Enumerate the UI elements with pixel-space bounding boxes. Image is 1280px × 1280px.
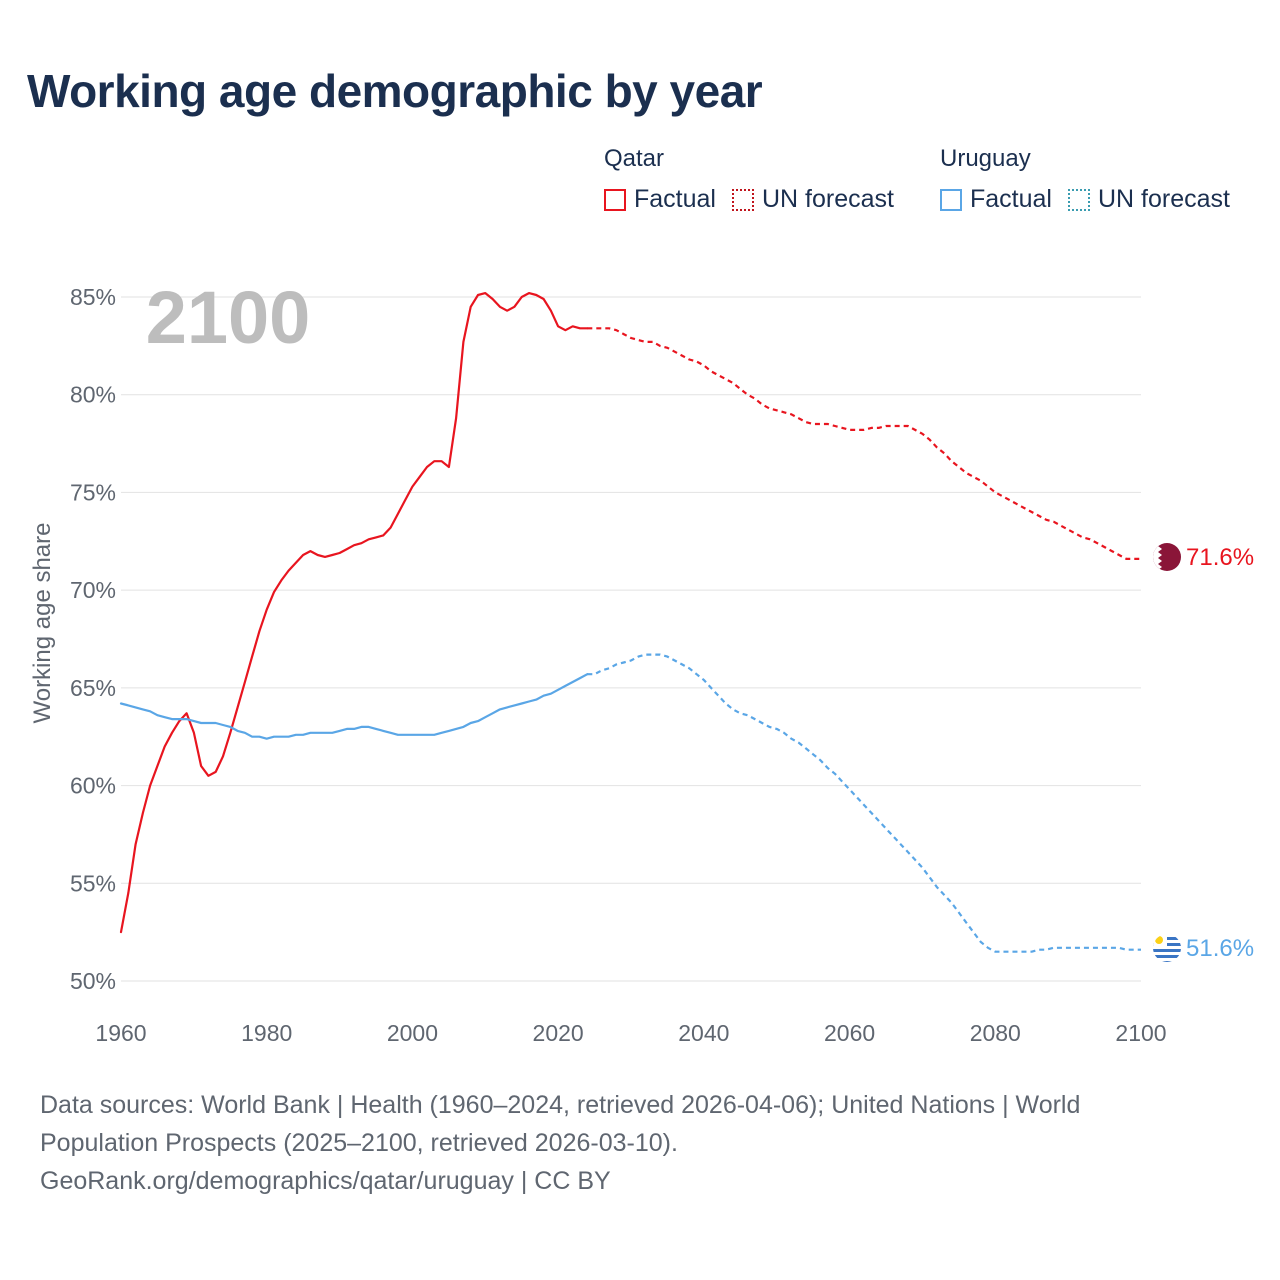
end-label-qatar: 71.6% bbox=[1186, 544, 1254, 571]
x-tick-label: 1960 bbox=[95, 1020, 146, 1046]
legend-label-uruguay-factual: Factual bbox=[970, 185, 1052, 213]
series-line-uruguay-forecast bbox=[587, 653, 1141, 953]
x-tick-label: 2100 bbox=[1115, 1020, 1166, 1046]
y-tick-label: 70% bbox=[70, 577, 116, 603]
legend-item-uruguay-factual[interactable]: Factual bbox=[940, 185, 1052, 214]
chart-title: Working age demographic by year bbox=[27, 65, 763, 117]
legend-country-uruguay: Uruguay bbox=[940, 145, 1031, 172]
legend-item-qatar-forecast[interactable]: UN forecast bbox=[731, 185, 894, 214]
legend-swatch-qatar-factual bbox=[604, 188, 626, 211]
qatar-flag-icon bbox=[1153, 543, 1181, 571]
end-label-uruguay: 51.6% bbox=[1186, 935, 1254, 962]
y-tick-label: 55% bbox=[70, 870, 116, 896]
x-tick-label: 2040 bbox=[678, 1020, 729, 1046]
y-tick-label: 60% bbox=[70, 773, 116, 799]
y-tick-label: 75% bbox=[70, 479, 116, 505]
legend-swatch-uruguay-factual bbox=[940, 188, 962, 211]
year-watermark: 2100 bbox=[146, 276, 311, 359]
x-tick-label: 1980 bbox=[241, 1020, 292, 1046]
y-tick-label: 65% bbox=[70, 675, 116, 701]
sources-line-3: GeoRank.org/demographics/qatar/uruguay |… bbox=[40, 1167, 611, 1195]
legend-swatch-qatar-forecast bbox=[731, 188, 754, 211]
uruguay-flag-icon bbox=[1153, 934, 1181, 962]
x-tick-label: 2000 bbox=[387, 1020, 438, 1046]
y-tick-label: 50% bbox=[70, 968, 116, 994]
y-axis-label: Working age share bbox=[29, 523, 56, 724]
legend-uruguay: Uruguay Factual UN forecast bbox=[940, 145, 1246, 214]
legend-label-qatar-factual: Factual bbox=[634, 185, 716, 213]
legend-item-qatar-factual[interactable]: Factual bbox=[604, 185, 716, 214]
y-tick-label: 80% bbox=[70, 382, 116, 408]
series-line-qatar-forecast bbox=[587, 327, 1141, 560]
series-line-qatar-factual bbox=[119, 292, 589, 934]
legend-swatch-uruguay-forecast bbox=[1067, 188, 1090, 211]
line-chart: 50% 55% 60% 65% 70% 75% 80% 85% 1960 1980 2000 202… bbox=[29, 276, 1254, 1046]
data-sources: Data sources: World Bank | Health (1960–… bbox=[40, 1086, 1240, 1200]
legend-label-qatar-forecast: UN forecast bbox=[761, 185, 894, 213]
x-tick-label: 2060 bbox=[824, 1020, 875, 1046]
legend-country-qatar: Qatar bbox=[604, 145, 665, 172]
series-line-uruguay-factual bbox=[119, 673, 589, 740]
sources-line-2: Population Prospects (2025–2100, retriev… bbox=[40, 1129, 678, 1157]
y-tick-label: 85% bbox=[70, 284, 116, 310]
x-tick-label: 2080 bbox=[970, 1020, 1021, 1046]
legend-item-uruguay-forecast[interactable]: UN forecast bbox=[1067, 185, 1230, 214]
x-tick-label: 2020 bbox=[533, 1020, 584, 1046]
sources-line-1: Data sources: World Bank | Health (1960–… bbox=[40, 1091, 1081, 1119]
legend-label-uruguay-forecast: UN forecast bbox=[1097, 185, 1230, 213]
legend-qatar: Qatar Factual UN forecast bbox=[604, 145, 910, 214]
